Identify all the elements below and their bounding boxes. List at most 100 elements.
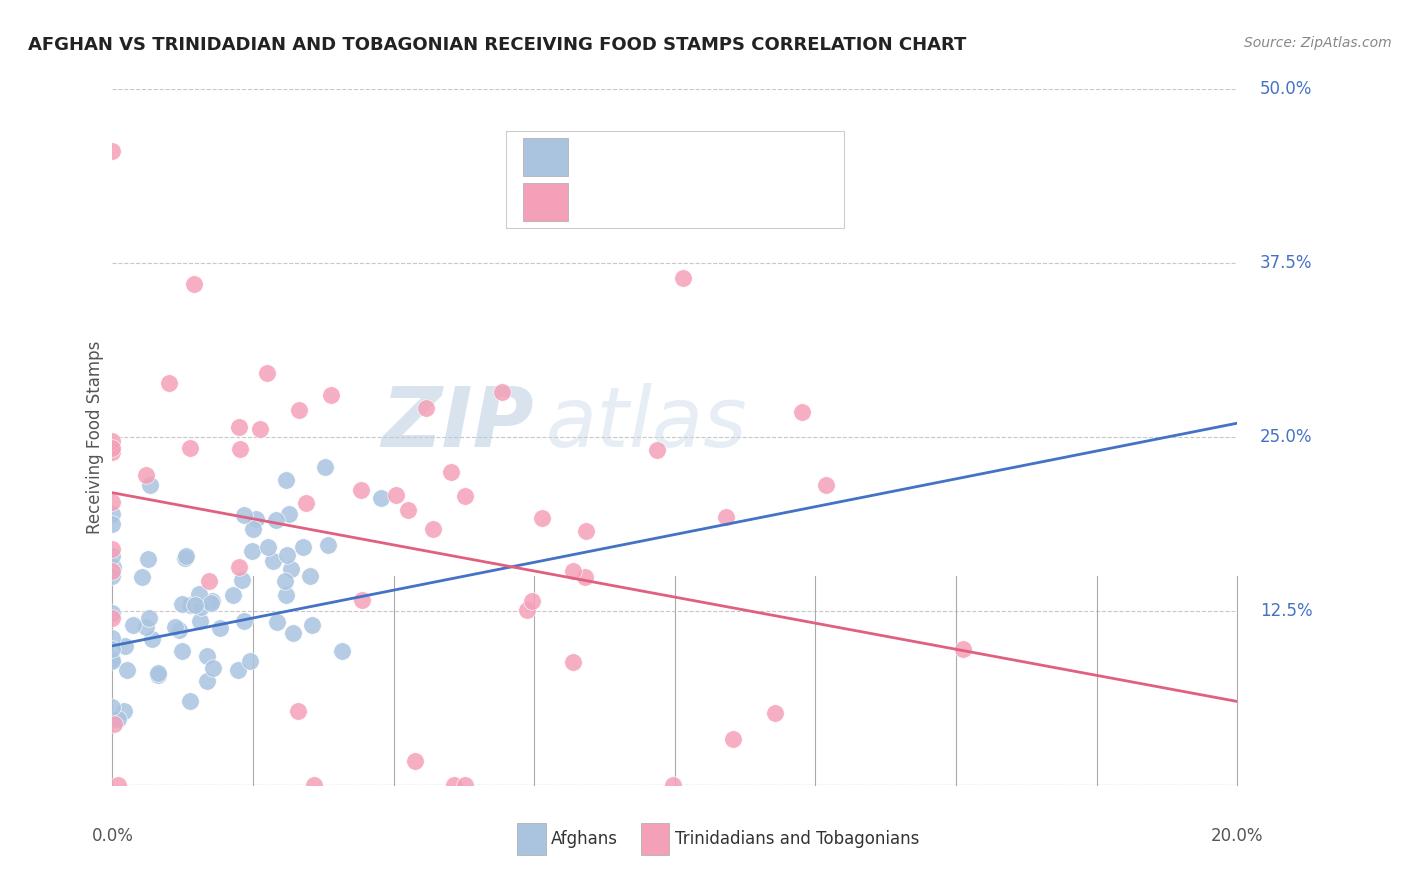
Point	[763, 706, 786, 721]
Point	[276, 548, 298, 562]
Point	[229, 442, 252, 456]
Point	[146, 667, 169, 681]
Point	[396, 502, 419, 516]
Point	[276, 588, 298, 602]
Text: Afghans: Afghans	[551, 830, 619, 848]
Point	[672, 270, 695, 285]
Point	[266, 615, 288, 629]
Point	[280, 561, 302, 575]
Point	[135, 620, 157, 634]
Text: atlas: atlas	[546, 383, 747, 464]
Point	[138, 610, 160, 624]
Point	[101, 145, 124, 159]
Text: 25.0%: 25.0%	[1260, 428, 1312, 446]
Point	[264, 513, 287, 527]
Point	[814, 478, 837, 492]
Point	[141, 632, 163, 646]
Point	[228, 419, 250, 434]
Point	[112, 704, 135, 718]
Point	[242, 522, 264, 536]
Point	[157, 376, 180, 390]
Point	[101, 445, 124, 459]
Point	[174, 549, 197, 563]
Point	[183, 277, 205, 291]
Point	[295, 496, 318, 510]
Point	[222, 588, 245, 602]
Point	[370, 491, 392, 506]
Point	[422, 522, 444, 536]
Point	[190, 600, 212, 615]
Point	[415, 401, 437, 416]
Point	[231, 573, 253, 587]
Point	[574, 570, 596, 584]
Text: Source: ZipAtlas.com: Source: ZipAtlas.com	[1244, 36, 1392, 50]
Point	[101, 569, 124, 583]
Point	[352, 593, 374, 607]
Point	[454, 778, 477, 792]
Point	[107, 712, 129, 726]
Point	[453, 489, 475, 503]
FancyBboxPatch shape	[641, 823, 669, 855]
Point	[114, 639, 136, 653]
Point	[101, 654, 124, 668]
Point	[101, 565, 124, 579]
Y-axis label: Receiving Food Stamps: Receiving Food Stamps	[86, 341, 104, 533]
Point	[256, 366, 278, 380]
Point	[135, 468, 157, 483]
Text: R = -0.298: R = -0.298	[585, 189, 682, 208]
Point	[188, 614, 211, 628]
Point	[101, 441, 124, 455]
Text: N = 70: N = 70	[725, 150, 793, 168]
Point	[122, 617, 145, 632]
Point	[291, 540, 314, 554]
Point	[179, 694, 201, 708]
Point	[139, 477, 162, 491]
Point	[232, 508, 254, 522]
Text: 12.5%: 12.5%	[1260, 602, 1312, 620]
Point	[319, 388, 342, 402]
Point	[273, 574, 295, 589]
Point	[232, 614, 254, 628]
Point	[283, 625, 305, 640]
Point	[723, 732, 745, 747]
Point	[101, 712, 124, 726]
Point	[516, 603, 538, 617]
Point	[645, 442, 668, 457]
Point	[562, 655, 585, 669]
Point	[226, 663, 249, 677]
Point	[101, 516, 124, 531]
Point	[188, 587, 211, 601]
Point	[314, 459, 336, 474]
Point	[131, 570, 153, 584]
Point	[101, 434, 124, 448]
Point	[115, 664, 138, 678]
Point	[522, 594, 544, 608]
Point	[107, 778, 129, 792]
Text: N = 53: N = 53	[725, 189, 793, 208]
Point	[404, 754, 426, 768]
Point	[208, 622, 231, 636]
Point	[165, 620, 187, 634]
Point	[103, 560, 125, 574]
Point	[101, 507, 124, 521]
Point	[146, 666, 169, 681]
Text: Trinidadians and Tobagonians: Trinidadians and Tobagonians	[675, 830, 920, 848]
Point	[174, 550, 197, 565]
Point	[179, 598, 201, 612]
Point	[136, 552, 159, 566]
Point	[101, 641, 124, 656]
Point	[277, 507, 299, 521]
Point	[195, 648, 218, 663]
Point	[257, 540, 280, 554]
Point	[245, 511, 267, 525]
Point	[200, 596, 222, 610]
Point	[184, 599, 207, 613]
Point	[531, 511, 554, 525]
Point	[179, 441, 201, 455]
Point	[301, 617, 323, 632]
Point	[101, 495, 124, 509]
Text: 0.0%: 0.0%	[91, 827, 134, 845]
Point	[661, 778, 683, 792]
Point	[101, 542, 124, 557]
Point	[101, 549, 124, 564]
